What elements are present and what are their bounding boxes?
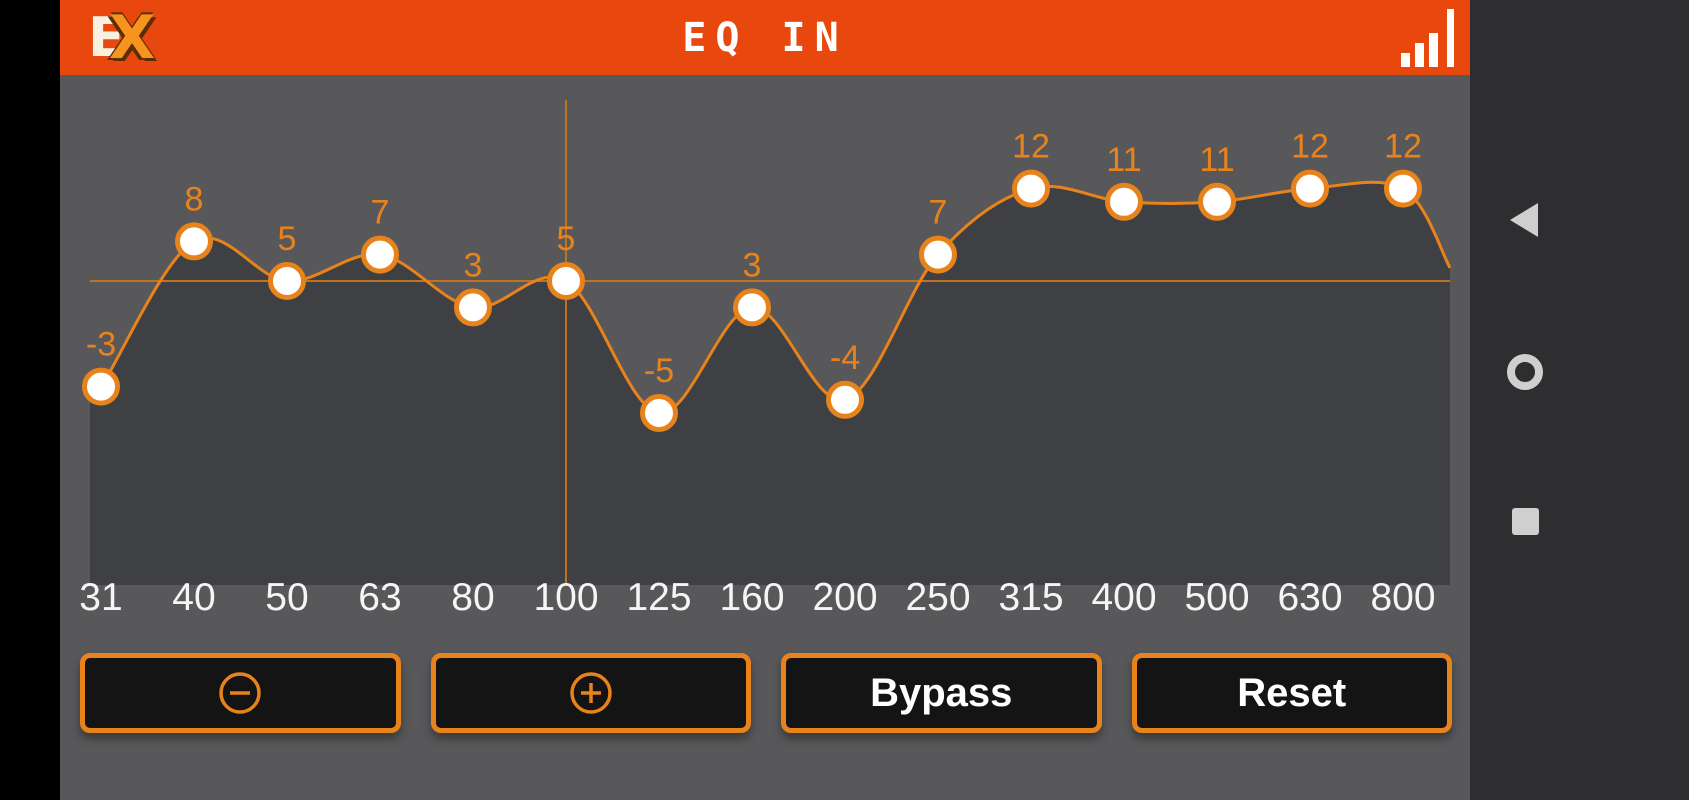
eq-point-630[interactable] — [1291, 169, 1329, 208]
gain-label-63: 7 — [371, 194, 390, 232]
gain-label-80: 3 — [464, 246, 483, 284]
freq-label-80: 80 — [451, 576, 494, 619]
gain-label-40: 8 — [185, 180, 204, 218]
eq-point-160[interactable] — [733, 288, 771, 327]
recents-square-icon[interactable] — [1512, 508, 1539, 535]
logo-letter-x: X — [108, 2, 156, 73]
gain-label-200: -4 — [830, 339, 860, 377]
reset-button[interactable]: Reset — [1131, 653, 1452, 733]
app-header: E X EQ IN — [60, 0, 1470, 75]
app-logo[interactable]: E X — [88, 2, 155, 73]
freq-label-200: 200 — [812, 576, 877, 619]
eq-point-80[interactable] — [454, 288, 492, 327]
eq-point-500[interactable] — [1198, 182, 1236, 221]
eq-app-window: E X EQ IN -3 31 8 40 5 50 7 63 3 80 5 100 -5 125 3 160-… — [60, 0, 1470, 800]
signal-bar — [1429, 33, 1438, 67]
freq-label-630: 630 — [1277, 576, 1342, 619]
eq-point-315[interactable] — [1012, 169, 1050, 208]
gain-label-160: 3 — [743, 246, 762, 284]
eq-point-250[interactable] — [919, 235, 957, 274]
gain-label-315: 12 — [1012, 128, 1050, 166]
gain-label-31: -3 — [86, 326, 116, 364]
page-title: EQ IN — [682, 14, 848, 61]
eq-curve-svg[interactable]: -3 31 8 40 5 50 7 63 3 80 5 100 -5 125 3 160 -4 200 7 250 12… — [60, 75, 1470, 645]
back-triangle-icon[interactable] — [1510, 203, 1538, 237]
eq-point-400[interactable] — [1105, 182, 1143, 221]
plus-circle-icon — [570, 672, 612, 714]
eq-point-125[interactable] — [640, 394, 678, 432]
freq-label-800: 800 — [1370, 576, 1435, 619]
gain-label-800: 12 — [1384, 128, 1422, 166]
freq-label-31: 31 — [79, 576, 122, 619]
gain-label-250: 7 — [929, 194, 948, 232]
signal-bar — [1415, 43, 1424, 67]
eq-point-200[interactable] — [826, 380, 864, 419]
eq-point-100[interactable] — [547, 262, 585, 300]
gain-increase-button[interactable] — [430, 653, 751, 733]
freq-label-40: 40 — [172, 576, 215, 619]
gain-label-50: 5 — [278, 220, 297, 258]
freq-label-315: 315 — [998, 576, 1063, 619]
eq-point-40[interactable] — [175, 222, 213, 261]
eq-point-800[interactable] — [1384, 169, 1422, 208]
freq-label-250: 250 — [905, 576, 970, 619]
freq-label-125: 125 — [626, 576, 691, 619]
home-circle-icon[interactable] — [1507, 354, 1543, 390]
android-nav-bar — [1470, 0, 1689, 800]
gain-decrease-button[interactable] — [80, 653, 401, 733]
signal-bar — [1401, 53, 1410, 67]
eq-area-fill — [89, 182, 1450, 585]
signal-bar — [1447, 9, 1454, 67]
gain-label-500: 11 — [1199, 141, 1234, 179]
freq-label-400: 400 — [1091, 576, 1156, 619]
left-bezel — [0, 0, 60, 800]
eq-point-63[interactable] — [361, 235, 399, 274]
gain-label-630: 12 — [1291, 128, 1329, 166]
freq-label-160: 160 — [719, 576, 784, 619]
gain-label-125: -5 — [644, 352, 674, 390]
gain-label-400: 11 — [1106, 141, 1141, 179]
eq-point-31[interactable] — [82, 367, 120, 406]
freq-label-100: 100 — [533, 576, 598, 619]
controls-row: Bypass Reset — [60, 650, 1470, 736]
eq-chart[interactable]: -3 31 8 40 5 50 7 63 3 80 5 100 -5 125 3 160 -4 200 7 250 12… — [60, 75, 1470, 645]
logo-letter-e: E — [88, 6, 125, 69]
signal-bars-icon — [1401, 9, 1454, 67]
eq-point-50[interactable] — [268, 262, 306, 300]
gain-label-100: 5 — [557, 220, 576, 258]
freq-label-63: 63 — [358, 576, 401, 619]
bypass-button[interactable]: Bypass — [781, 653, 1102, 733]
minus-circle-icon — [219, 672, 261, 714]
freq-label-500: 500 — [1184, 576, 1249, 619]
freq-label-50: 50 — [265, 576, 308, 619]
